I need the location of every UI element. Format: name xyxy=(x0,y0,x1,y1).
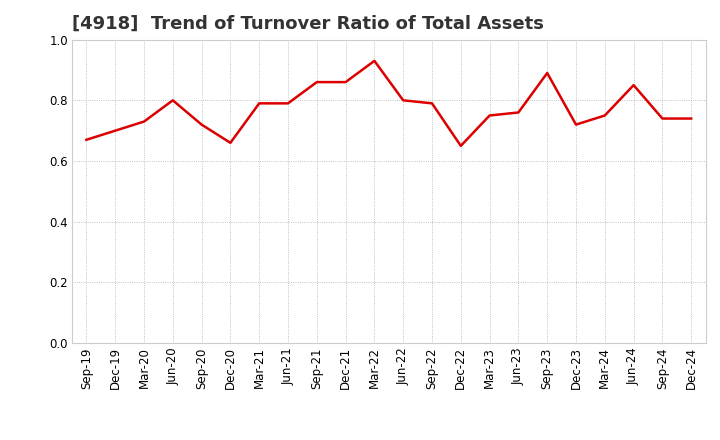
Text: [4918]  Trend of Turnover Ratio of Total Assets: [4918] Trend of Turnover Ratio of Total … xyxy=(72,15,544,33)
